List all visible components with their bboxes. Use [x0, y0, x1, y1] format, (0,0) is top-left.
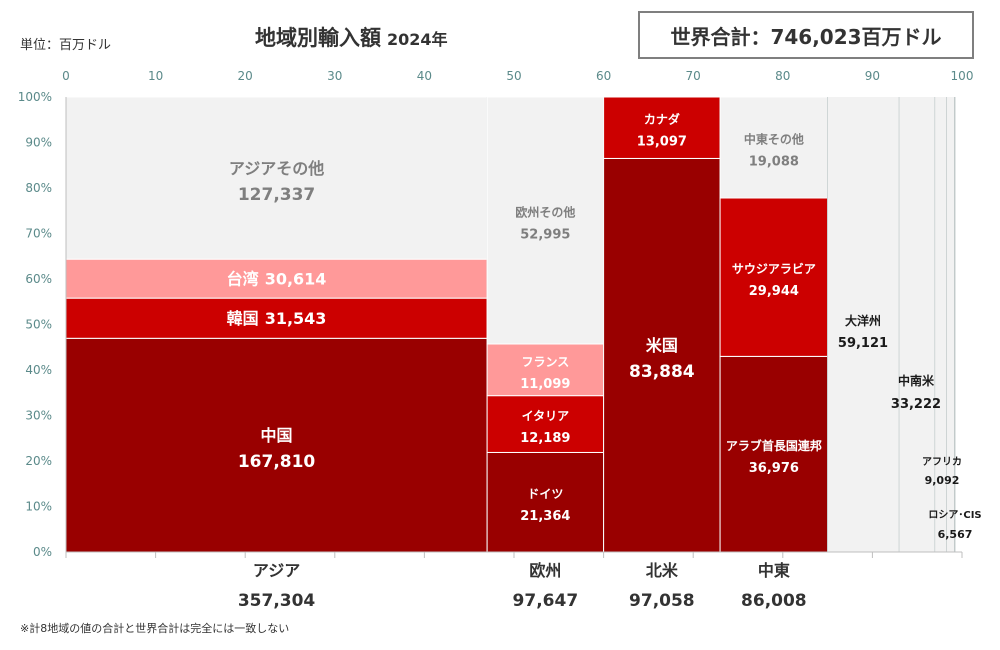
y-tick-label: 0%: [33, 545, 52, 559]
segment-value: 19,088: [749, 154, 799, 169]
region-name: アジア: [253, 561, 300, 580]
segment-value: 21,364: [520, 509, 570, 524]
region-total: 97,647: [513, 591, 579, 611]
segment-bar: [486, 343, 605, 397]
region-total: 86,008: [741, 591, 807, 611]
region-name: 北米: [646, 561, 679, 580]
region-column: [935, 97, 947, 552]
segment-bar: [719, 197, 829, 357]
segment-name: アジアその他: [229, 159, 324, 178]
segment-name: 欧州その他: [515, 204, 575, 219]
region-column: [899, 97, 936, 552]
segment-name: サウジアラビア: [732, 261, 816, 276]
region-total: 6,567: [938, 528, 973, 541]
x-tick-label: 30: [327, 69, 342, 83]
segment-bar: [719, 355, 829, 553]
y-tick-label: 20%: [25, 454, 52, 468]
x-tick-label: 60: [596, 69, 611, 83]
region-name: 欧州: [529, 561, 561, 580]
y-tick-label: 90%: [25, 136, 52, 150]
y-tick-label: 60%: [25, 272, 52, 286]
x-tick-label: 40: [417, 69, 432, 83]
segment-name: イタリア: [522, 409, 570, 423]
region-name: 大洋州: [845, 313, 881, 328]
unit-label: 単位：百万ドル: [20, 38, 112, 53]
x-tick-label: 70: [686, 69, 701, 83]
region-total: 357,304: [238, 591, 316, 611]
y-tick-label: 30%: [25, 409, 52, 423]
segment-bar: [603, 157, 721, 553]
segment-bar: [603, 96, 721, 159]
x-tick-label: 90: [865, 69, 880, 83]
world-total-box: 世界合計：746,023百万ドル: [638, 11, 974, 59]
region-name: 中東: [758, 561, 790, 580]
y-tick-label: 80%: [25, 181, 52, 195]
segment-value: 11,099: [520, 377, 570, 392]
segment-value: 13,097: [637, 135, 687, 150]
segment-value: 52,995: [520, 227, 570, 242]
segment-name: 台湾: [227, 270, 259, 289]
y-tick-label: 70%: [25, 227, 52, 241]
x-tick-label: 80: [775, 69, 790, 83]
x-tick-label: 20: [238, 69, 253, 83]
segment-value: 83,884: [629, 362, 695, 382]
region-total: 59,121: [838, 336, 888, 351]
world-total-text: 世界合計：746,023百万ドル: [670, 24, 942, 49]
segment-name: 韓国: [227, 309, 259, 328]
segment-value: 127,337: [238, 185, 315, 205]
footnote: ※計8地域の値の合計と世界合計は完全には一致しない: [20, 622, 290, 635]
segment-name: ドイツ: [527, 487, 563, 501]
segment-label: 韓国 31,543: [227, 309, 327, 328]
x-tick-label: 10: [148, 69, 163, 83]
segment-bar: [486, 96, 605, 345]
chart-title: 地域別輸入額 2024年: [255, 22, 448, 52]
segment-value: 29,944: [749, 284, 799, 299]
y-tick-label: 40%: [25, 363, 52, 377]
segment-value: 30,614: [265, 270, 327, 289]
segment-bar: [486, 451, 605, 553]
segment-name: 米国: [646, 336, 678, 355]
segment-value: 167,810: [238, 452, 316, 472]
segment-bar: [65, 337, 488, 553]
segment-bar: [65, 96, 488, 260]
segment-name: アラブ首長国連邦: [726, 438, 822, 453]
segment-label: 台湾 30,614: [227, 270, 327, 289]
region-name: ロシア･CIS: [928, 509, 981, 521]
segment-name: カナダ: [644, 112, 680, 127]
segment-name: フランス: [521, 355, 569, 369]
segment-value: 36,976: [749, 461, 799, 476]
chart-title-year: 2024年: [387, 30, 448, 49]
segment-value: 31,543: [265, 309, 327, 328]
x-tick-label: 0: [62, 69, 70, 83]
region-column: [827, 97, 900, 552]
y-tick-label: 50%: [25, 318, 52, 332]
region-column: [946, 97, 955, 552]
region-total: 97,058: [629, 591, 695, 611]
region-name: 中南米: [898, 373, 935, 388]
chart-title-text: 地域別輸入額: [255, 26, 381, 50]
segment-value: 12,189: [520, 431, 570, 446]
x-tick-label: 50: [506, 69, 521, 83]
x-tick-label: 100: [951, 69, 974, 83]
segment-name: 中東その他: [744, 131, 804, 146]
region-total: 33,222: [891, 397, 941, 412]
region-name: アフリカ: [922, 456, 962, 468]
y-tick-label: 10%: [25, 500, 52, 514]
segment-name: 中国: [261, 426, 293, 445]
region-total: 9,092: [925, 474, 960, 487]
segment-bar: [719, 96, 829, 199]
y-tick-label: 100%: [18, 90, 52, 104]
